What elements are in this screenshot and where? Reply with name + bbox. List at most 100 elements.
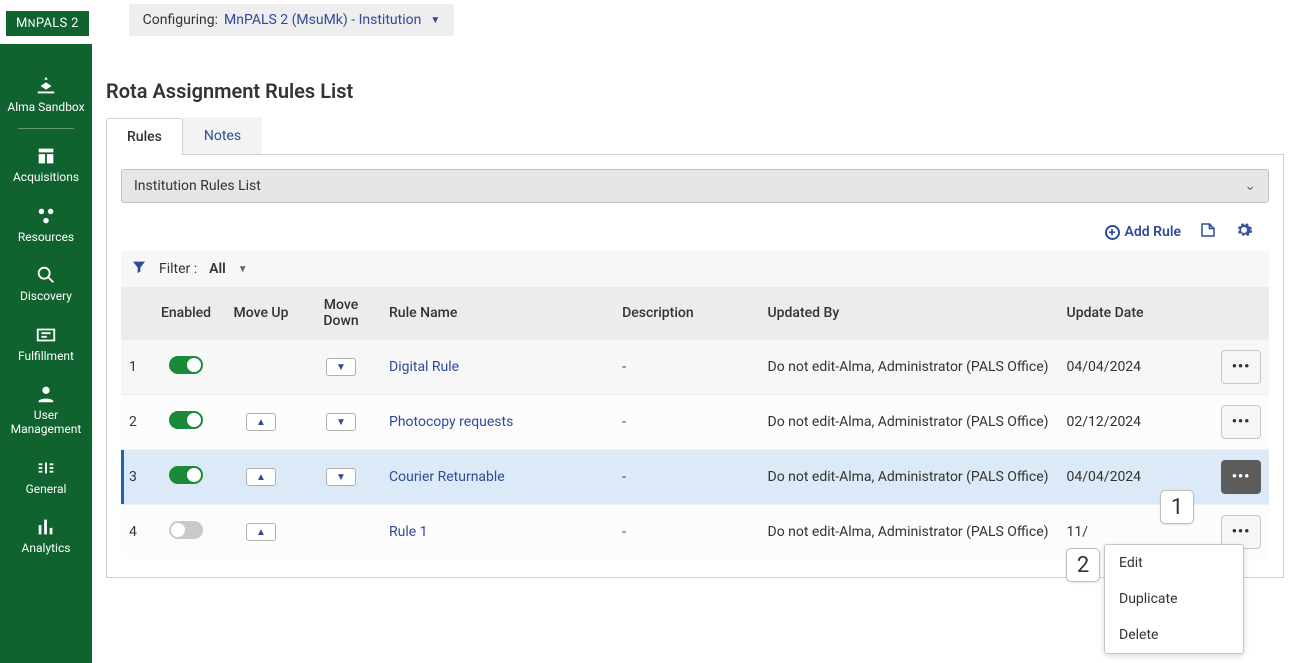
enabled-toggle[interactable] xyxy=(169,356,203,374)
sidebar-item-alma-sandbox[interactable]: Alma Sandbox xyxy=(0,69,92,128)
sidebar-item-fulfillment[interactable]: Fulfillment xyxy=(0,318,92,377)
rule-name-link[interactable]: Rule 1 xyxy=(389,524,428,540)
configuring-breadcrumb[interactable]: Configuring: MnPALS 2 (MsuMk) - Institut… xyxy=(129,4,455,36)
enabled-toggle[interactable] xyxy=(169,411,203,429)
menu-item-edit[interactable]: Edit xyxy=(1105,545,1243,581)
sidebar-item-label: Discovery xyxy=(20,289,72,303)
col-index xyxy=(121,287,151,340)
acquisitions-icon xyxy=(35,145,57,167)
discovery-icon xyxy=(35,264,57,286)
col-rule-name: Rule Name xyxy=(381,287,614,340)
fulfillment-icon xyxy=(35,324,57,346)
table-header-row: Enabled Move Up Move Down Rule Name Desc… xyxy=(121,287,1269,340)
row-actions-button[interactable]: ••• xyxy=(1221,405,1261,439)
filter-label: Filter : xyxy=(159,261,197,277)
add-rule-label: Add Rule xyxy=(1125,224,1181,240)
general-icon xyxy=(35,457,57,479)
sidebar-item-label: User Management xyxy=(2,408,90,437)
move-up-button[interactable]: ▲ xyxy=(246,413,276,431)
sandbox-icon xyxy=(35,75,57,97)
sidebar-item-label: Alma Sandbox xyxy=(7,100,84,114)
export-icon[interactable] xyxy=(1199,221,1217,243)
row-actions-button[interactable]: ••• xyxy=(1221,350,1261,384)
sidebar-item-label: Analytics xyxy=(22,541,71,555)
update-date: 04/04/2024 xyxy=(1059,340,1213,395)
sidebar-item-label: Fulfillment xyxy=(18,349,74,363)
sidebar-item-label: Acquisitions xyxy=(13,170,79,184)
logo-text-prefix: M xyxy=(16,16,28,31)
update-date: 02/12/2024 xyxy=(1059,395,1213,450)
col-update-date: Update Date xyxy=(1059,287,1213,340)
tab-strip: Rules Notes xyxy=(106,117,1284,155)
col-actions xyxy=(1213,287,1269,340)
rule-name-link[interactable]: Digital Rule xyxy=(389,359,459,375)
rules-table: Enabled Move Up Move Down Rule Name Desc… xyxy=(121,287,1269,559)
section-title: Institution Rules List xyxy=(134,178,261,194)
funnel-icon[interactable] xyxy=(131,259,147,279)
row-index: 2 xyxy=(121,395,151,450)
tab-panel: Institution Rules List ⌄ + Add Rule Filt… xyxy=(106,155,1284,578)
table-row[interactable]: 1 ▼ Digital Rule -Do not edit-Alma, Adminis… xyxy=(121,340,1269,395)
rule-description: - xyxy=(614,340,759,395)
table-row[interactable]: 2▲▼Photocopy requests-Do not edit-Alma, … xyxy=(121,395,1269,450)
updated-by: Do not edit-Alma, Administrator (PALS Of… xyxy=(760,505,1059,560)
sidebar-item-analytics[interactable]: Analytics xyxy=(0,510,92,569)
topbar: MNPALS 2 Configuring: MnPALS 2 (MsuMk) -… xyxy=(0,0,1302,40)
sidebar-item-resources[interactable]: Resources xyxy=(0,199,92,258)
configuring-label: Configuring: xyxy=(143,12,218,28)
filter-bar: Filter : All ▼ xyxy=(121,251,1269,287)
col-description: Description xyxy=(614,287,759,340)
row-index: 3 xyxy=(121,450,151,505)
move-up-button[interactable]: ▲ xyxy=(246,523,276,541)
table-row[interactable]: 3▲▼Courier Returnable-Do not edit-Alma, … xyxy=(121,450,1269,505)
menu-item-duplicate[interactable]: Duplicate xyxy=(1105,581,1243,617)
move-up-button[interactable]: ▲ xyxy=(246,468,276,486)
rule-description: - xyxy=(614,505,759,560)
col-move-up: Move Up xyxy=(221,287,301,340)
enabled-toggle[interactable] xyxy=(169,521,203,539)
logo-text-suffix: PALS 2 xyxy=(36,16,79,31)
plus-circle-icon: + xyxy=(1105,225,1120,240)
logo-text-mid: N xyxy=(28,17,36,30)
sidebar-item-general[interactable]: General xyxy=(0,451,92,510)
caret-down-icon[interactable]: ▼ xyxy=(238,264,248,275)
section-header[interactable]: Institution Rules List ⌄ xyxy=(121,169,1269,203)
rule-name-link[interactable]: Photocopy requests xyxy=(389,414,513,430)
analytics-icon xyxy=(35,516,57,538)
move-down-button[interactable]: ▼ xyxy=(326,413,356,431)
tab-notes[interactable]: Notes xyxy=(183,117,262,154)
toolbar: + Add Rule xyxy=(107,203,1283,251)
rule-description: - xyxy=(614,395,759,450)
row-actions-button[interactable]: ••• xyxy=(1221,460,1261,494)
add-rule-button[interactable]: + Add Rule xyxy=(1105,224,1181,240)
sidebar-item-user-management[interactable]: User Management xyxy=(0,377,92,451)
page-title: Rota Assignment Rules List xyxy=(106,79,1284,103)
user-management-icon xyxy=(35,383,57,405)
updated-by: Do not edit-Alma, Administrator (PALS Of… xyxy=(760,450,1059,505)
chevron-down-icon: ⌄ xyxy=(1244,178,1256,194)
annotation-callout-2: 2 xyxy=(1066,548,1100,582)
tab-rules[interactable]: Rules xyxy=(106,118,183,155)
move-down-button[interactable]: ▼ xyxy=(326,468,356,486)
updated-by: Do not edit-Alma, Administrator (PALS Of… xyxy=(760,340,1059,395)
move-down-button[interactable]: ▼ xyxy=(326,358,356,376)
row-index: 1 xyxy=(121,340,151,395)
enabled-toggle[interactable] xyxy=(169,466,203,484)
annotation-callout-1: 1 xyxy=(1160,490,1194,524)
configuring-value: MnPALS 2 (MsuMk) - Institution xyxy=(224,12,421,28)
sidebar-item-acquisitions[interactable]: Acquisitions xyxy=(0,139,92,198)
gear-icon[interactable] xyxy=(1235,221,1253,243)
resources-icon xyxy=(35,205,57,227)
caret-down-icon: ▼ xyxy=(430,15,440,26)
col-move-down: Move Down xyxy=(301,287,381,340)
sidebar: Alma Sandbox Acquisitions Resources Disc… xyxy=(0,44,92,663)
filter-value[interactable]: All xyxy=(209,261,226,277)
sidebar-item-label: Resources xyxy=(18,230,74,244)
col-enabled: Enabled xyxy=(151,287,221,340)
row-actions-menu: Edit Duplicate Delete xyxy=(1104,544,1244,654)
sidebar-item-discovery[interactable]: Discovery xyxy=(0,258,92,317)
row-index: 4 xyxy=(121,505,151,560)
logo-badge: MNPALS 2 xyxy=(6,11,89,36)
menu-item-delete[interactable]: Delete xyxy=(1105,617,1243,653)
rule-name-link[interactable]: Courier Returnable xyxy=(389,469,505,485)
